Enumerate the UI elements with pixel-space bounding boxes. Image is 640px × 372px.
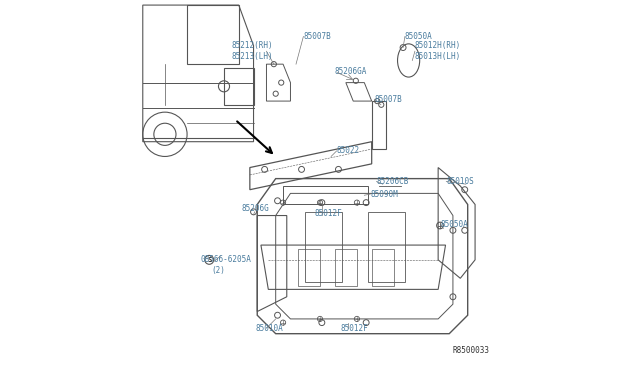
Text: 85206CB: 85206CB	[376, 177, 409, 186]
Text: 85050A: 85050A	[405, 32, 433, 41]
Text: 85212(RH)
85213(LH): 85212(RH) 85213(LH)	[232, 41, 273, 61]
Text: R8500033: R8500033	[453, 346, 490, 355]
Text: 85050A: 85050A	[441, 220, 468, 229]
Text: 85206GA: 85206GA	[335, 67, 367, 76]
Text: 85090M: 85090M	[370, 190, 398, 199]
Text: 85206G: 85206G	[242, 203, 269, 213]
Text: 08566-6205A: 08566-6205A	[200, 255, 251, 264]
Text: 85012F: 85012F	[314, 209, 342, 218]
Text: 85007B: 85007B	[303, 32, 331, 41]
Text: 85022: 85022	[337, 147, 360, 155]
Text: 85007B: 85007B	[374, 95, 403, 104]
Text: 85010A: 85010A	[255, 324, 283, 333]
Text: 85010S: 85010S	[446, 177, 474, 186]
Text: 85012H(RH)
85013H(LH): 85012H(RH) 85013H(LH)	[415, 41, 461, 61]
Text: S: S	[207, 257, 211, 263]
Text: 85012F: 85012F	[340, 324, 368, 333]
Text: (2): (2)	[211, 266, 225, 275]
